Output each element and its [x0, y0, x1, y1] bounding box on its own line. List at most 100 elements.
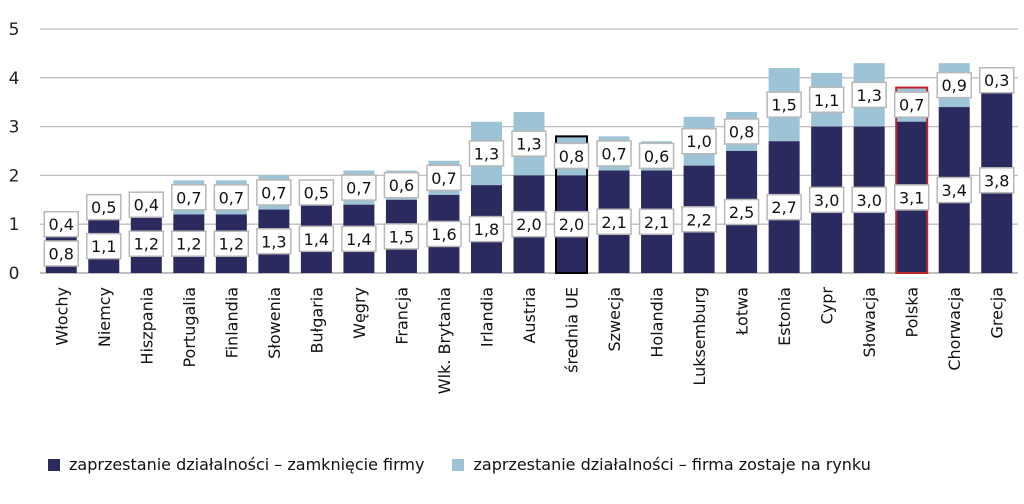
x-axis: Włochy Niemcy Hiszpania Portugalia Finlandia…	[52, 287, 1006, 395]
data-label: 1,5	[771, 96, 796, 115]
category-label: Bułgaria	[307, 287, 326, 353]
data-label: 0,5	[304, 183, 329, 202]
data-label: 0,7	[261, 183, 286, 202]
data-label-box	[86, 193, 122, 221]
y-tick-label: 1	[9, 215, 20, 235]
data-label-box	[723, 198, 760, 226]
category-label: Niemcy	[95, 287, 114, 347]
category-label: Cypr	[818, 287, 837, 325]
data-label-box	[723, 118, 760, 145]
data-label: 2,5	[729, 203, 754, 222]
data-label: 1,4	[346, 230, 371, 249]
data-label-box	[426, 164, 462, 192]
data-label: 1,2	[176, 235, 201, 254]
data-label-box	[468, 215, 505, 243]
data-label-box	[298, 225, 335, 253]
category-label: Portugalia	[180, 287, 199, 368]
legend-item-stays: zaprzestanie działalności – firma zostaj…	[452, 455, 871, 474]
category-label: średnia UE	[563, 287, 582, 373]
data-label-box	[851, 81, 887, 109]
data-label: 2,1	[644, 213, 669, 232]
legend-swatch-stays	[452, 458, 465, 471]
category-label: Estonia	[775, 287, 794, 346]
data-label-box	[383, 223, 420, 250]
data-label-box	[808, 186, 845, 214]
data-label-box	[256, 179, 292, 206]
data-label: 1,3	[261, 232, 286, 251]
data-label: 1,3	[474, 144, 499, 163]
data-label: 3,1	[899, 188, 924, 207]
data-label-box	[638, 142, 675, 170]
data-label-box	[638, 208, 675, 236]
data-label-box	[936, 71, 972, 99]
data-label: 2,0	[559, 215, 584, 234]
data-label: 2,7	[771, 198, 796, 217]
data-label: 0,7	[899, 96, 924, 115]
data-label-box	[978, 66, 1015, 94]
data-label-box	[766, 193, 802, 221]
category-label: Wlk. Brytania	[435, 287, 454, 394]
data-label: 0,8	[559, 147, 584, 166]
category-label: Hiszpania	[137, 287, 156, 365]
data-label-box	[86, 232, 122, 260]
y-tick-label: 4	[9, 69, 20, 89]
data-label-box	[213, 184, 250, 211]
data-label: 0,7	[176, 188, 201, 207]
y-tick-label: 3	[9, 118, 20, 138]
legend-item-closure: zaprzestanie działalności – zamknięcie f…	[48, 455, 424, 474]
data-label-box	[978, 167, 1015, 194]
data-label-box	[766, 91, 802, 118]
data-label: 1,2	[219, 235, 244, 254]
data-label-box	[681, 206, 717, 233]
data-label: 1,5	[389, 227, 414, 246]
data-label: 3,8	[984, 171, 1009, 190]
data-label-box	[341, 174, 377, 201]
data-label-box	[936, 176, 972, 204]
data-label: 0,4	[134, 196, 159, 215]
category-label: Austria	[520, 287, 539, 344]
data-label: 1,8	[474, 220, 499, 239]
data-label-box	[893, 91, 930, 118]
data-label: 0,6	[644, 147, 669, 166]
data-label-box	[43, 210, 80, 238]
data-label: 0,7	[219, 188, 244, 207]
y-axis: 0 1 2 3 4 5	[9, 20, 20, 284]
category-label: Łotwa	[733, 287, 752, 336]
data-label: 2,0	[516, 215, 541, 234]
category-label: Holandia	[648, 287, 667, 358]
data-label: 1,1	[91, 237, 116, 256]
data-label-box	[553, 210, 590, 238]
data-label: 0,6	[389, 176, 414, 195]
category-label: Chorwacja	[945, 287, 964, 371]
data-label: 0,3	[984, 71, 1009, 90]
data-label: 1,0	[686, 132, 711, 151]
data-label: 2,2	[686, 210, 711, 229]
data-label: 1,6	[431, 225, 456, 244]
data-label-box	[128, 230, 165, 257]
data-label-box	[171, 184, 207, 211]
data-label-box	[256, 228, 292, 255]
data-label-box	[213, 230, 250, 257]
data-label: 1,3	[516, 135, 541, 154]
data-label: 1,2	[134, 235, 159, 254]
data-label-box	[43, 240, 80, 267]
category-label: Szwecja	[605, 287, 624, 352]
data-label: 0,8	[49, 244, 74, 263]
category-label: Słowacja	[860, 287, 879, 357]
data-label: 3,0	[856, 191, 881, 210]
data-label-box	[511, 210, 547, 238]
data-label: 0,4	[49, 215, 74, 234]
category-label: Francja	[392, 287, 411, 345]
legend: zaprzestanie działalności – zamknięcie f…	[48, 455, 899, 474]
data-label-box	[681, 127, 717, 155]
data-label-box	[426, 220, 462, 248]
data-label: 0,7	[431, 169, 456, 188]
data-label-box	[808, 86, 845, 114]
data-label: 0,8	[729, 122, 754, 141]
category-label: Polska	[903, 287, 922, 337]
data-label-box	[553, 142, 590, 170]
data-label: 1,3	[856, 86, 881, 105]
data-label: 3,4	[941, 181, 966, 200]
data-label: 0,7	[601, 144, 626, 163]
y-tick-label: 2	[9, 166, 20, 186]
